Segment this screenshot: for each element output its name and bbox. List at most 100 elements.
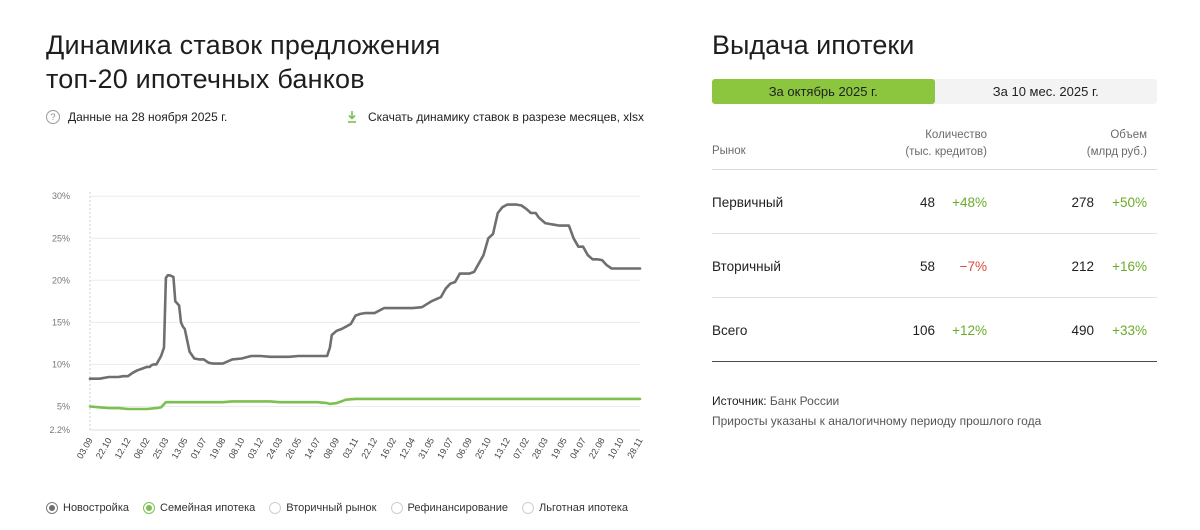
- data-date-label: Данные на 28 ноября 2025 г.: [68, 110, 228, 124]
- chart-title: Динамика ставок предложения топ-20 ипоте…: [46, 28, 606, 96]
- series-line-family[interactable]: [88, 397, 642, 411]
- x-tick-label: 08.10: [227, 436, 247, 461]
- y-tick-label: 30%: [52, 191, 70, 201]
- x-tick-label: 06.02: [132, 436, 152, 461]
- y-tick-label: 15%: [52, 317, 70, 327]
- table-row: Первичный 48 +48% 278 +50%: [712, 170, 1157, 234]
- chart-meta-row: ? Данные на 28 ноября 2025 г. Скачать ди…: [46, 110, 666, 130]
- x-tick-label: 12.12: [113, 436, 133, 461]
- data-date: ? Данные на 28 ноября 2025 г.: [46, 110, 227, 124]
- legend-radio-icon[interactable]: [522, 502, 534, 514]
- source-value: Банк России: [769, 394, 840, 408]
- table-row: Всего 106 +12% 490 +33%: [712, 298, 1157, 362]
- source-block: Источник: Банк России Приросты указаны к…: [712, 391, 1041, 431]
- legend-label: Рефинансирование: [407, 502, 509, 514]
- y-tick-label: 2.2%: [49, 425, 70, 435]
- download-icon[interactable]: [346, 110, 358, 124]
- x-tick-label: 08.09: [321, 436, 341, 461]
- row-count-delta: +48%: [952, 194, 987, 210]
- row-volume-delta: +16%: [1112, 258, 1147, 274]
- x-tick-label: 26.05: [283, 436, 303, 461]
- rates-chart-svg: 2.2%5%10%15%20%25%30%03.09 22.10 12.12 06.0…: [49, 191, 645, 461]
- col-volume: Объем (млрд руб.): [1087, 127, 1147, 161]
- row-count-delta: +12%: [952, 322, 987, 338]
- chart-legend: Новостройка Семейная ипотека Вторичный рын…: [46, 500, 642, 516]
- y-tick-label: 10%: [52, 359, 70, 369]
- x-tick-label: 16.02: [378, 436, 398, 461]
- mortgage-table: Рынок Количество (тыс. кредитов) Объем (…: [712, 118, 1157, 362]
- x-tick-label: 03.12: [245, 436, 265, 461]
- mortgage-title: Выдача ипотеки: [712, 30, 915, 60]
- download-label[interactable]: Скачать динамику ставок в разрезе месяце…: [368, 110, 644, 124]
- col-count-line2: (тыс. кредитов): [905, 146, 987, 158]
- row-name: Первичный: [712, 194, 784, 210]
- legend-radio-icon[interactable]: [143, 502, 155, 514]
- x-tick-label: 10.10: [606, 436, 626, 461]
- row-name: Вторичный: [712, 258, 781, 274]
- x-tick-label: 12.04: [397, 436, 417, 461]
- col-market: Рынок: [712, 145, 746, 157]
- x-tick-label: 07.02: [511, 436, 531, 461]
- x-tick-label: 25.03: [151, 436, 171, 461]
- legend-label: Семейная ипотека: [160, 502, 256, 514]
- x-tick-label: 31.05: [416, 436, 436, 461]
- y-tick-label: 25%: [52, 233, 70, 243]
- row-volume-delta: +33%: [1112, 322, 1147, 338]
- x-tick-label: 03.11: [341, 436, 361, 460]
- tab-10-months-2025[interactable]: За 10 мес. 2025 г.: [992, 84, 1099, 99]
- legend-label: Льготная ипотека: [539, 502, 629, 514]
- x-tick-label: 19.05: [549, 436, 569, 461]
- legend-radio-icon[interactable]: [269, 502, 282, 514]
- rates-chart: 2.2% 5% 10% 15% 20% 25% 30% 03.09 22.10 12.12 06.0…: [40, 178, 660, 488]
- legend-label: Новостройка: [63, 502, 129, 514]
- period-tabs: За октябрь 2025 г. За 10 мес. 2025 г.: [712, 79, 1157, 104]
- row-volume: 212: [1071, 258, 1094, 274]
- row-volume-delta: +50%: [1112, 194, 1147, 210]
- source-line: Источник: Банк России: [712, 391, 1041, 411]
- x-tick-label: 01.07: [189, 436, 209, 461]
- y-tick-label: 20%: [52, 275, 70, 285]
- x-tick-label: 28.03: [530, 436, 550, 461]
- col-volume-line2: (млрд руб.): [1086, 146, 1147, 158]
- row-count: 58: [919, 258, 935, 274]
- x-tick-label: 13.12: [492, 436, 512, 461]
- legend-item[interactable]: Льготная ипотека: [522, 502, 628, 514]
- chart-title-line1: Динамика ставок предложения: [46, 30, 441, 60]
- legend-item[interactable]: Новостройка: [46, 502, 129, 514]
- x-tick-label: 06.09: [454, 436, 474, 461]
- legend-item[interactable]: Рефинансирование: [390, 502, 509, 514]
- chart-title-line2: топ-20 ипотечных банков: [46, 64, 365, 94]
- x-tick-label: 03.09: [75, 436, 95, 461]
- x-tick-label: 22.10: [94, 436, 114, 461]
- col-volume-line1: Объем: [1110, 129, 1147, 141]
- y-tick-label: 5%: [57, 401, 70, 411]
- x-tick-label: 13.05: [170, 436, 190, 461]
- row-volume: 278: [1071, 194, 1094, 210]
- legend-radio-icon[interactable]: [390, 502, 403, 514]
- source-label: Источник:: [712, 394, 767, 408]
- x-tick-label: 19.08: [208, 436, 228, 461]
- col-count: Количество (тыс. кредитов): [905, 127, 987, 161]
- source-note: Приросты указаны к аналогичному периоду …: [712, 414, 1042, 428]
- legend-radio-icon[interactable]: [46, 502, 58, 514]
- x-tick-label: 25.10: [473, 436, 493, 461]
- col-count-line1: Количество: [925, 129, 987, 141]
- row-volume: 490: [1071, 322, 1094, 338]
- x-tick-label: 04.07: [568, 436, 588, 461]
- question-icon[interactable]: ?: [46, 110, 60, 124]
- legend-item[interactable]: Вторичный рынок: [269, 502, 377, 514]
- x-tick-label: 19.07: [435, 436, 455, 461]
- x-tick-label: 14.07: [302, 436, 322, 461]
- x-tick-label: 28.11: [625, 436, 645, 460]
- x-tick-label: 22.12: [359, 436, 379, 461]
- row-count: 48: [919, 194, 935, 210]
- table-row: Вторичный 58 −7% 212 +16%: [712, 234, 1157, 298]
- download-xlsx-link[interactable]: Скачать динамику ставок в разрезе месяце…: [346, 110, 644, 124]
- legend-item[interactable]: Семейная ипотека: [143, 502, 255, 514]
- row-count: 106: [912, 322, 935, 338]
- row-name: Всего: [712, 322, 748, 338]
- series-line-new-build[interactable]: [88, 203, 642, 380]
- x-tick-label: 24.03: [264, 436, 284, 461]
- table-header: Рынок Количество (тыс. кредитов) Объем (…: [712, 118, 1157, 170]
- tab-october-2025[interactable]: За октябрь 2025 г.: [712, 79, 935, 104]
